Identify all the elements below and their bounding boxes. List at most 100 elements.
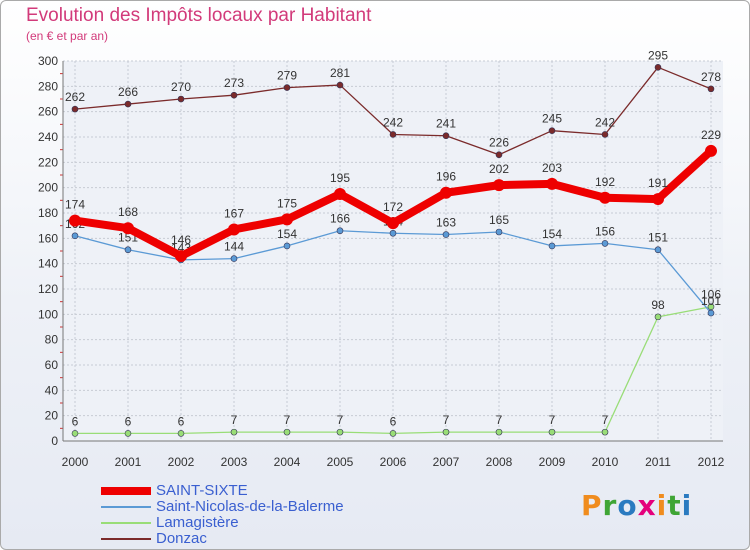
data-point-saint-nicolas-de-la-balerme	[230, 255, 238, 262]
data-label-saint-sixte: 146	[171, 233, 191, 247]
data-point-donzac	[495, 151, 503, 159]
y-tick-label: 120	[38, 282, 58, 296]
legend-label-donzac: Donzac	[156, 530, 207, 547]
data-label-donzac: 279	[277, 69, 297, 83]
data-point-saint-sixte	[599, 191, 611, 204]
y-tick-label: 240	[38, 130, 58, 144]
logo-letter: i	[656, 489, 668, 522]
data-point-donzac	[230, 91, 238, 99]
data-point-saint-nicolas-de-la-balerme	[124, 246, 132, 254]
data-label-donzac: 295	[648, 48, 668, 62]
x-tick-label: 2008	[486, 455, 513, 469]
data-label-donzac: 226	[489, 136, 509, 150]
x-tick-label: 2009	[539, 455, 566, 469]
data-point-saint-sixte	[334, 188, 346, 200]
data-point-lamagist-re	[495, 428, 503, 436]
y-tick-label: 100	[38, 307, 58, 321]
data-point-lamagist-re	[601, 428, 609, 436]
data-point-lamagist-re	[336, 428, 344, 436]
data-label-saint-sixte: 175	[277, 196, 297, 210]
legend-label-lamagistere: Lamagistère	[156, 514, 239, 531]
data-point-donzac	[71, 105, 79, 113]
data-label-saint-nicolas-de-la-balerme: 166	[330, 212, 350, 226]
logo-letter: t	[667, 489, 682, 522]
data-point-saint-nicolas-de-la-balerme	[654, 246, 662, 254]
data-label-lamagist-re: 98	[651, 298, 665, 312]
data-point-saint-nicolas-de-la-balerme	[389, 229, 397, 237]
data-point-donzac	[654, 64, 662, 71]
data-point-lamagist-re	[389, 430, 397, 437]
data-point-lamagist-re	[283, 428, 291, 436]
data-label-lamagist-re: 6	[390, 414, 397, 428]
x-tick-label: 2000	[62, 455, 89, 469]
data-label-lamagist-re: 7	[496, 413, 503, 427]
data-point-saint-nicolas-de-la-balerme	[442, 231, 450, 238]
data-point-lamagist-re	[71, 430, 79, 437]
data-point-donzac	[601, 131, 609, 138]
data-label-lamagist-re: 6	[72, 414, 79, 428]
y-tick-label: 80	[45, 333, 59, 347]
y-tick-label: 260	[38, 105, 58, 119]
data-label-lamagist-re: 7	[443, 413, 450, 427]
data-point-lamagist-re	[124, 430, 132, 437]
x-tick-label: 2012	[698, 455, 725, 469]
y-tick-label: 220	[38, 155, 58, 169]
data-point-lamagist-re	[548, 428, 556, 436]
logo-letter: P	[581, 489, 603, 522]
data-point-saint-nicolas-de-la-balerme	[336, 227, 344, 235]
data-point-donzac	[124, 100, 132, 108]
data-label-saint-sixte: 202	[489, 162, 509, 176]
data-label-donzac: 242	[383, 115, 403, 129]
legend-label-saint-sixte: SAINT-SIXTE	[156, 482, 248, 499]
data-point-lamagist-re	[707, 303, 715, 311]
data-label-saint-sixte: 191	[648, 176, 668, 190]
legend-swatch-lamagistere	[101, 522, 151, 524]
data-point-saint-nicolas-de-la-balerme	[601, 240, 609, 247]
data-point-donzac	[442, 132, 450, 140]
data-point-donzac	[336, 81, 344, 89]
y-tick-label: 200	[38, 181, 58, 195]
y-tick-label: 180	[38, 206, 58, 220]
data-label-lamagist-re: 7	[231, 413, 238, 427]
data-point-lamagist-re	[177, 430, 185, 437]
legend-swatch-saint-nicolas	[101, 506, 151, 508]
data-label-saint-sixte: 174	[65, 198, 85, 212]
x-tick-label: 2011	[645, 455, 671, 469]
data-label-saint-nicolas-de-la-balerme: 101	[701, 294, 721, 308]
data-point-saint-nicolas-de-la-balerme	[495, 228, 503, 236]
logo-letter: r	[602, 489, 618, 522]
data-label-lamagist-re: 6	[125, 414, 132, 428]
data-label-lamagist-re: 6	[178, 414, 185, 428]
data-label-saint-sixte: 203	[542, 161, 562, 175]
data-point-donzac	[548, 127, 556, 134]
logo-letter: o	[617, 489, 638, 522]
x-tick-label: 2004	[274, 455, 301, 469]
data-point-saint-sixte	[122, 222, 134, 235]
x-tick-label: 2002	[168, 455, 195, 469]
data-label-saint-sixte: 196	[436, 170, 456, 184]
data-label-donzac: 245	[542, 112, 562, 126]
data-point-lamagist-re	[654, 313, 662, 321]
data-point-saint-nicolas-de-la-balerme	[71, 232, 79, 240]
data-point-saint-sixte	[493, 179, 505, 192]
data-point-lamagist-re	[230, 428, 238, 436]
data-point-donzac	[283, 84, 291, 91]
data-label-donzac: 262	[65, 90, 85, 104]
data-label-donzac: 270	[171, 80, 191, 94]
data-point-saint-sixte	[705, 144, 717, 157]
data-label-lamagist-re: 7	[602, 413, 609, 427]
data-label-saint-nicolas-de-la-balerme: 151	[648, 231, 668, 245]
legend-label-saint-nicolas: Saint-Nicolas-de-la-Balerme	[156, 498, 344, 515]
data-label-lamagist-re: 106	[701, 288, 721, 302]
y-tick-label: 0	[51, 434, 58, 448]
y-tick-label: 20	[45, 409, 59, 423]
data-point-saint-sixte	[281, 213, 293, 226]
data-label-saint-nicolas-de-la-balerme: 154	[542, 227, 562, 241]
data-point-saint-nicolas-de-la-balerme	[283, 242, 291, 250]
y-tick-label: 280	[38, 79, 58, 93]
x-tick-label: 2006	[380, 455, 407, 469]
x-tick-label: 2007	[433, 455, 460, 469]
proxiti-logo: Proxiti	[581, 489, 692, 522]
legend-swatch-saint-sixte	[101, 487, 151, 495]
